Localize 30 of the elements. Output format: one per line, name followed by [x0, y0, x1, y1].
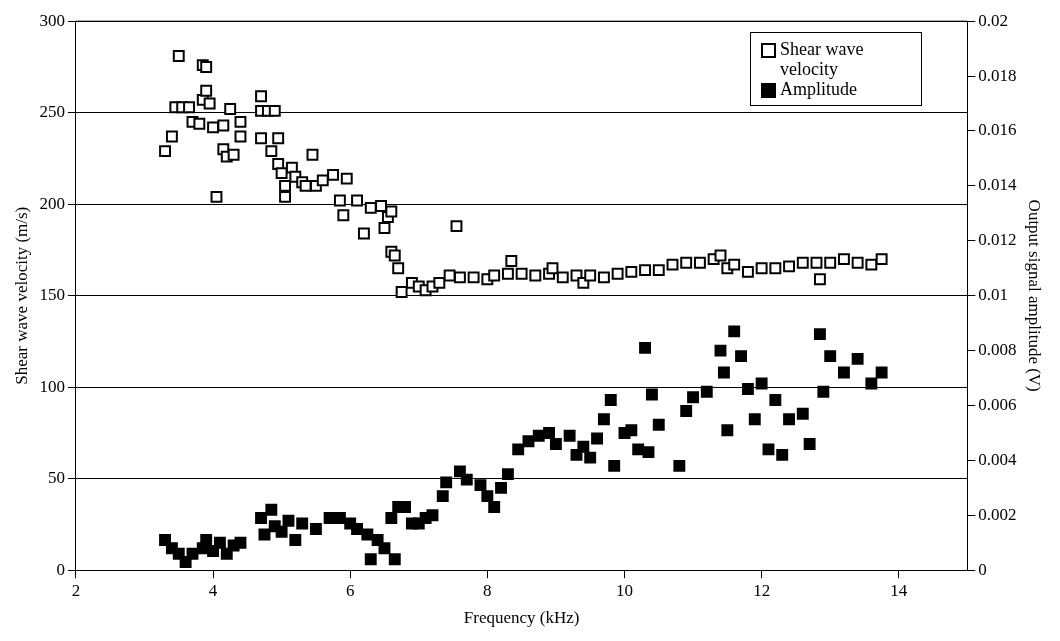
y-tick-label: 300: [39, 10, 65, 30]
y2-tick-label: 0.018: [978, 65, 1017, 85]
x-tick-label: 14: [890, 580, 908, 600]
y2-tick-label: 0.002: [978, 504, 1017, 524]
legend-label: Amplitude: [780, 79, 857, 99]
y2-tick-label: 0.012: [978, 230, 1017, 250]
y2-tick-label: 0.01: [978, 285, 1009, 305]
y-tick-label: 50: [47, 468, 65, 488]
x-axis-title: Frequency (kHz): [463, 608, 580, 628]
y2-tick-label: 0.014: [978, 175, 1018, 195]
y2-tick-label: 0.02: [978, 10, 1009, 30]
x-tick-label: 2: [71, 580, 81, 600]
y-tick-label: 200: [39, 193, 65, 213]
y2-tick-label: 0: [978, 559, 987, 579]
x-tick-label: 8: [483, 580, 492, 600]
y-tick-label: 250: [39, 102, 65, 122]
y2-tick-label: 0.016: [978, 120, 1017, 140]
x-tick-label: 6: [345, 580, 355, 600]
y-tick-label: 0: [56, 559, 65, 579]
legend-label: Shear wave velocity: [780, 39, 865, 79]
y2-tick-label: 0.006: [978, 394, 1017, 414]
y2-tick-label: 0.008: [978, 340, 1017, 360]
y-axis-title: Shear wave velocity (m/s): [11, 206, 31, 385]
x-tick-label: 12: [753, 580, 771, 600]
y2-tick-label: 0.004: [978, 449, 1018, 469]
y-tick-label: 100: [39, 376, 65, 396]
x-tick-label: 4: [208, 580, 218, 600]
x-tick-label: 10: [615, 580, 633, 600]
y2-axis-title: Output signal amplitude (V): [1025, 199, 1045, 392]
y-tick-label: 150: [39, 285, 65, 305]
